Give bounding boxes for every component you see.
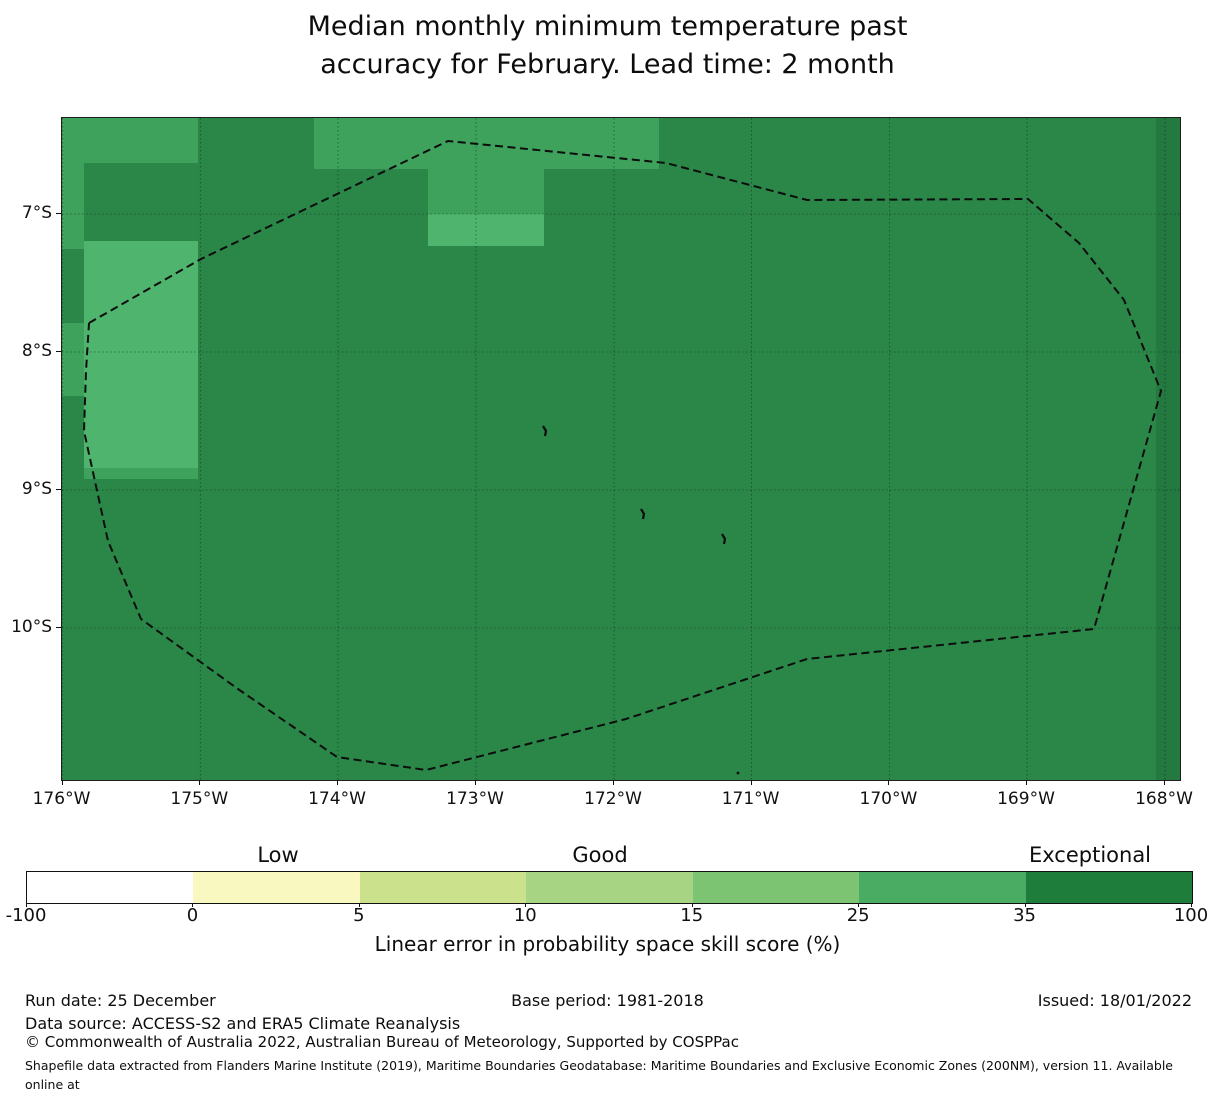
y-axis-tickmark — [56, 351, 61, 352]
run-date-text: Run date: 25 December — [25, 991, 216, 1010]
skill-patch — [62, 163, 84, 249]
copyright-text: © Commonwealth of Australia 2022, Austra… — [25, 1033, 739, 1051]
map-overlay-svg — [62, 118, 1180, 780]
colorbar-bin — [27, 872, 194, 903]
chart-title: Median monthly minimum temperature past … — [0, 8, 1215, 84]
x-axis-tick-label: 174°W — [308, 789, 366, 809]
colorbar-bin — [526, 872, 693, 903]
base-period-text: Base period: 1981-2018 — [511, 991, 704, 1010]
y-axis-tick-label: 10°S — [11, 617, 52, 637]
colorbar-tickmark — [192, 903, 194, 907]
colorbar-tickmark — [1191, 903, 1192, 907]
x-axis-tickmark — [1164, 780, 1165, 785]
colorbar-tickmark — [691, 903, 693, 907]
y-axis-tickmark — [56, 489, 61, 490]
x-axis-tick-label: 173°W — [446, 789, 504, 809]
colorbar-bin — [193, 872, 360, 903]
colorbar-tick-label: 15 — [680, 905, 704, 926]
skill-patch — [428, 169, 544, 214]
x-axis-tick-label: 172°W — [584, 789, 642, 809]
x-axis-tickmark — [750, 780, 752, 785]
colorbar-tick-label: -100 — [5, 905, 47, 926]
colorbar-caption: Linear error in probability space skill … — [374, 932, 841, 956]
issued-text: Issued: 18/01/2022 — [1037, 991, 1192, 1010]
colorbar-tickmark — [1024, 903, 1026, 907]
x-axis-tick-label: 168°W — [1135, 789, 1193, 809]
skill-patch — [1156, 118, 1180, 780]
colorbar-bin — [692, 872, 860, 903]
colorbar-tick-label: 25 — [846, 905, 870, 926]
chart-title-line1: Median monthly minimum temperature past — [307, 11, 908, 42]
island-mark — [640, 508, 646, 520]
x-axis-tickmark — [1026, 780, 1027, 785]
y-axis-tick-label: 7°S — [21, 203, 52, 223]
colorbar-bin — [1025, 872, 1192, 903]
x-axis-tick-label: 175°W — [170, 789, 229, 809]
colorbar-tick-label: 0 — [186, 905, 199, 926]
skill-patch — [62, 118, 198, 163]
colorbar-tick-label: 10 — [513, 905, 537, 926]
y-axis-tickmark — [56, 627, 61, 628]
y-axis-tick-label: 8°S — [21, 341, 52, 361]
x-axis-tickmark — [61, 780, 63, 785]
colorbar-tickmark — [358, 903, 360, 907]
data-source-text: Data source: ACCESS-S2 and ERA5 Climate … — [25, 1014, 461, 1033]
x-axis-tickmark — [888, 780, 890, 785]
colorbar — [26, 871, 1193, 904]
skill-patch — [62, 323, 84, 396]
y-axis-tick-label: 9°S — [21, 479, 52, 499]
eez-boundary-dashed-line — [82, 139, 1163, 772]
colorbar-tickmark — [26, 903, 27, 907]
x-axis-tick-label: 170°W — [859, 789, 918, 809]
skill-patch — [314, 118, 659, 169]
fineprint-text: Shapefile data extracted from Flanders M… — [25, 1056, 1205, 1095]
colorbar-category-label: Good — [572, 843, 628, 867]
skill-patch — [84, 468, 198, 479]
colorbar-tick-label: 35 — [1013, 905, 1037, 926]
x-axis-tick-label: 176°W — [32, 789, 91, 809]
x-axis-tickmark — [613, 780, 614, 785]
x-axis-tick-label: 169°W — [997, 789, 1055, 809]
colorbar-tickmark — [858, 903, 860, 907]
colorbar-tickmark — [525, 903, 527, 907]
fineprint-line1: Shapefile data extracted from Flanders M… — [25, 1058, 1173, 1092]
island-mark — [736, 771, 740, 775]
x-axis-tickmark — [199, 780, 201, 785]
colorbar-bin — [859, 872, 1026, 903]
y-axis-tickmark — [56, 213, 61, 214]
x-axis-tickmark — [337, 780, 338, 785]
island-mark — [542, 425, 548, 437]
colorbar-bin — [359, 872, 527, 903]
skill-patch — [428, 214, 544, 246]
colorbar-category-label: Low — [257, 843, 299, 867]
colorbar-tick-label: 100 — [1173, 905, 1209, 926]
map-plot — [61, 117, 1181, 781]
island-mark — [721, 533, 727, 545]
colorbar-tick-label: 5 — [353, 905, 365, 926]
x-axis-tick-label: 171°W — [721, 789, 780, 809]
colorbar-category-label: Exceptional — [1028, 843, 1152, 867]
chart-title-line2: accuracy for February. Lead time: 2 mont… — [320, 49, 895, 80]
skill-patch — [84, 241, 198, 468]
x-axis-tickmark — [475, 780, 476, 785]
